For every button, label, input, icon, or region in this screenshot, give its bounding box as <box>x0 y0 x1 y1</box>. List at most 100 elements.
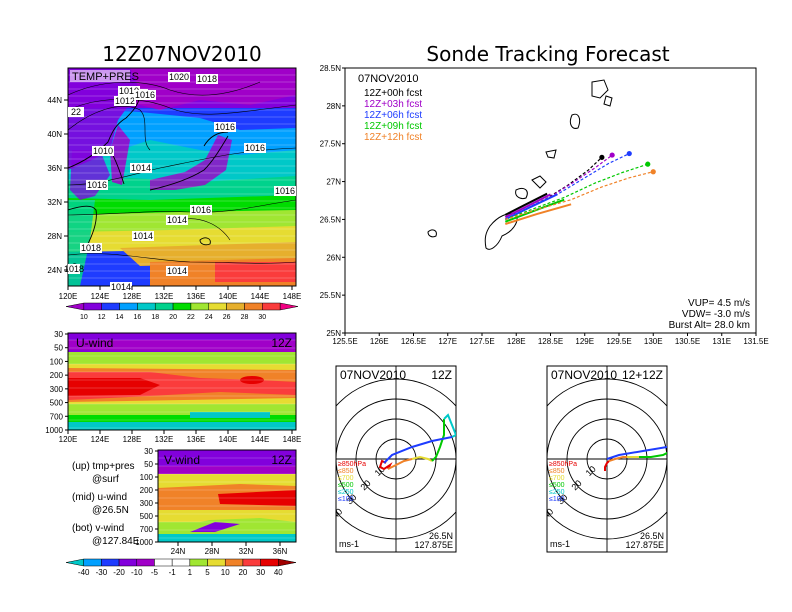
hodograph-lat: 26.5N <box>640 531 664 541</box>
colorbar-label: -5 <box>151 568 159 577</box>
x-tick-label: 136E <box>187 292 206 301</box>
x-tick-label: 131.5E <box>743 337 768 346</box>
y-tick-label: 1000 <box>45 426 63 435</box>
y-tick-label: 30 <box>144 447 153 456</box>
x-tick-label: 128E <box>123 435 142 444</box>
x-tick-label: 140E <box>219 292 238 301</box>
isobar-label: 1010 <box>92 146 114 156</box>
level-legend-item: ≤500 <box>338 482 354 489</box>
track-stats: VUP= 4.5 m/s VDW= -3.0 m/s Burst Alt= 28… <box>669 298 750 331</box>
v-wind-label: V-wind <box>164 453 200 467</box>
hodograph-trace <box>639 451 667 458</box>
y-tick-label: 50 <box>54 344 63 353</box>
isobar-label-text: 1012 <box>115 96 135 106</box>
colorbar-label: -10 <box>131 568 143 577</box>
colorbar-swatch <box>154 558 173 567</box>
ascent-line <box>504 193 558 221</box>
level-legend-item: ≤250 <box>549 489 565 496</box>
colorbar-label: 20 <box>169 314 177 321</box>
isobar-label-text: 1016 <box>87 180 107 190</box>
legend-item: 12Z+09h fcst <box>364 121 422 132</box>
isobar-label-text: 1018 <box>64 264 84 274</box>
colorbar-swatch <box>65 558 84 567</box>
ascent-line <box>504 198 565 223</box>
wind-colorbar: -40 -30 -20 -10 -5 -1 1 5 10 20 30 40 <box>65 558 297 577</box>
u-wind-panel <box>68 333 296 430</box>
track-plot-frame <box>344 67 757 334</box>
track-y-axis: 28.5N 28N 27.5N 27N 26.5N 26N 25.5N 25N <box>320 64 345 338</box>
x-tick-label: 120E <box>59 292 78 301</box>
colorbar-swatch <box>101 558 120 567</box>
map-label: TEMP+PRES <box>72 71 139 83</box>
track-line <box>505 171 654 220</box>
isobar-label: 1010 <box>118 86 140 96</box>
x-tick-label: 32N <box>239 547 254 556</box>
x-tick-label: 124E <box>91 435 110 444</box>
isobar-label: 1018 <box>64 264 84 274</box>
colorbar-label: -30 <box>96 568 108 577</box>
note-up-sub: @surf <box>92 474 119 485</box>
burst-point <box>650 169 656 175</box>
panel-notes: (up) tmp+pres @surf (mid) u-wind @26.5N … <box>72 461 140 547</box>
colorbar-swatch <box>83 558 102 567</box>
isobar-label-text: 1016 <box>191 205 211 215</box>
y-tick-label: 700 <box>140 525 154 534</box>
colorbar-swatch <box>207 558 226 567</box>
y-tick-label: 700 <box>50 412 64 421</box>
v-wind-time: 12Z <box>271 453 292 467</box>
v-wind-panel <box>158 450 296 542</box>
hodograph-trace <box>431 419 445 462</box>
map-title: 12Z07NOV2010 <box>102 42 262 66</box>
y-tick-label: 200 <box>140 486 154 495</box>
u-wind-x-axis: 120E 124E 128E 132E 136E 140E 144E 148E <box>59 430 301 444</box>
isobar-label-text: 1014 <box>133 231 153 241</box>
x-tick-label: 140E <box>219 435 238 444</box>
y-tick-label: 1000 <box>135 538 153 547</box>
note-mid: (mid) u-wind <box>72 492 127 503</box>
y-tick-label: 27N <box>326 178 341 187</box>
y-tick-label: 25.5N <box>320 291 342 300</box>
level-legend-item: ≤700 <box>338 475 354 482</box>
x-tick-label: 144E <box>251 292 270 301</box>
track-title: Sonde Tracking Forecast <box>426 42 669 66</box>
y-tick-label: 300 <box>50 385 64 394</box>
level-legend-item: ≤100 <box>549 496 565 503</box>
v-wind-x-axis: 24N 28N 32N 36N <box>171 542 288 556</box>
isobar-label: 1014 <box>110 282 132 292</box>
burst-point <box>609 152 615 158</box>
colorbar-swatch <box>189 558 208 567</box>
colorbar-label: -40 <box>78 568 90 577</box>
stat-burst: Burst Alt= 28.0 km <box>669 320 750 331</box>
isobar-label-text: 22 <box>71 107 81 117</box>
temperature-colorbar: 10 12 14 16 18 20 22 24 26 28 30 <box>65 302 299 321</box>
y-tick-label: 24N <box>47 266 62 275</box>
hodograph-trace <box>443 413 456 438</box>
hodograph-trace <box>679 435 689 447</box>
colorbar-swatch <box>224 558 244 567</box>
level-legend-item: ≤850 <box>549 468 565 475</box>
x-tick-label: 126E <box>370 337 389 346</box>
y-tick-label: 30 <box>54 330 63 339</box>
hodograph-lat: 26.5N <box>429 531 453 541</box>
isobar-label: 22 <box>68 107 84 117</box>
x-tick-label: 130.5E <box>675 337 700 346</box>
isobar-label: 1018 <box>196 74 218 84</box>
ring-label: 10 <box>584 464 598 478</box>
isobar-label-text: 1018 <box>81 243 101 253</box>
isobar-label-text: 1020 <box>169 72 189 82</box>
colorbar-swatch <box>119 302 138 311</box>
x-tick-label: 28N <box>205 547 220 556</box>
colorbar-swatch <box>260 558 279 567</box>
hodograph-date: 07NOV2010 <box>340 368 406 382</box>
isobar-label-text: 1014 <box>167 215 187 225</box>
x-tick-label: 129E <box>575 337 594 346</box>
colorbar-label: 14 <box>116 314 124 321</box>
burst-point <box>626 150 632 157</box>
y-tick-label: 25N <box>326 329 341 338</box>
colorbar-swatch <box>278 558 297 567</box>
y-tick-label: 300 <box>140 499 154 508</box>
isobar-label-text: 1016 <box>275 186 295 196</box>
colorbar-label: 26 <box>223 314 231 321</box>
isobar-label: 1020 <box>168 72 190 82</box>
isobar-label-text: 1014 <box>131 163 151 173</box>
